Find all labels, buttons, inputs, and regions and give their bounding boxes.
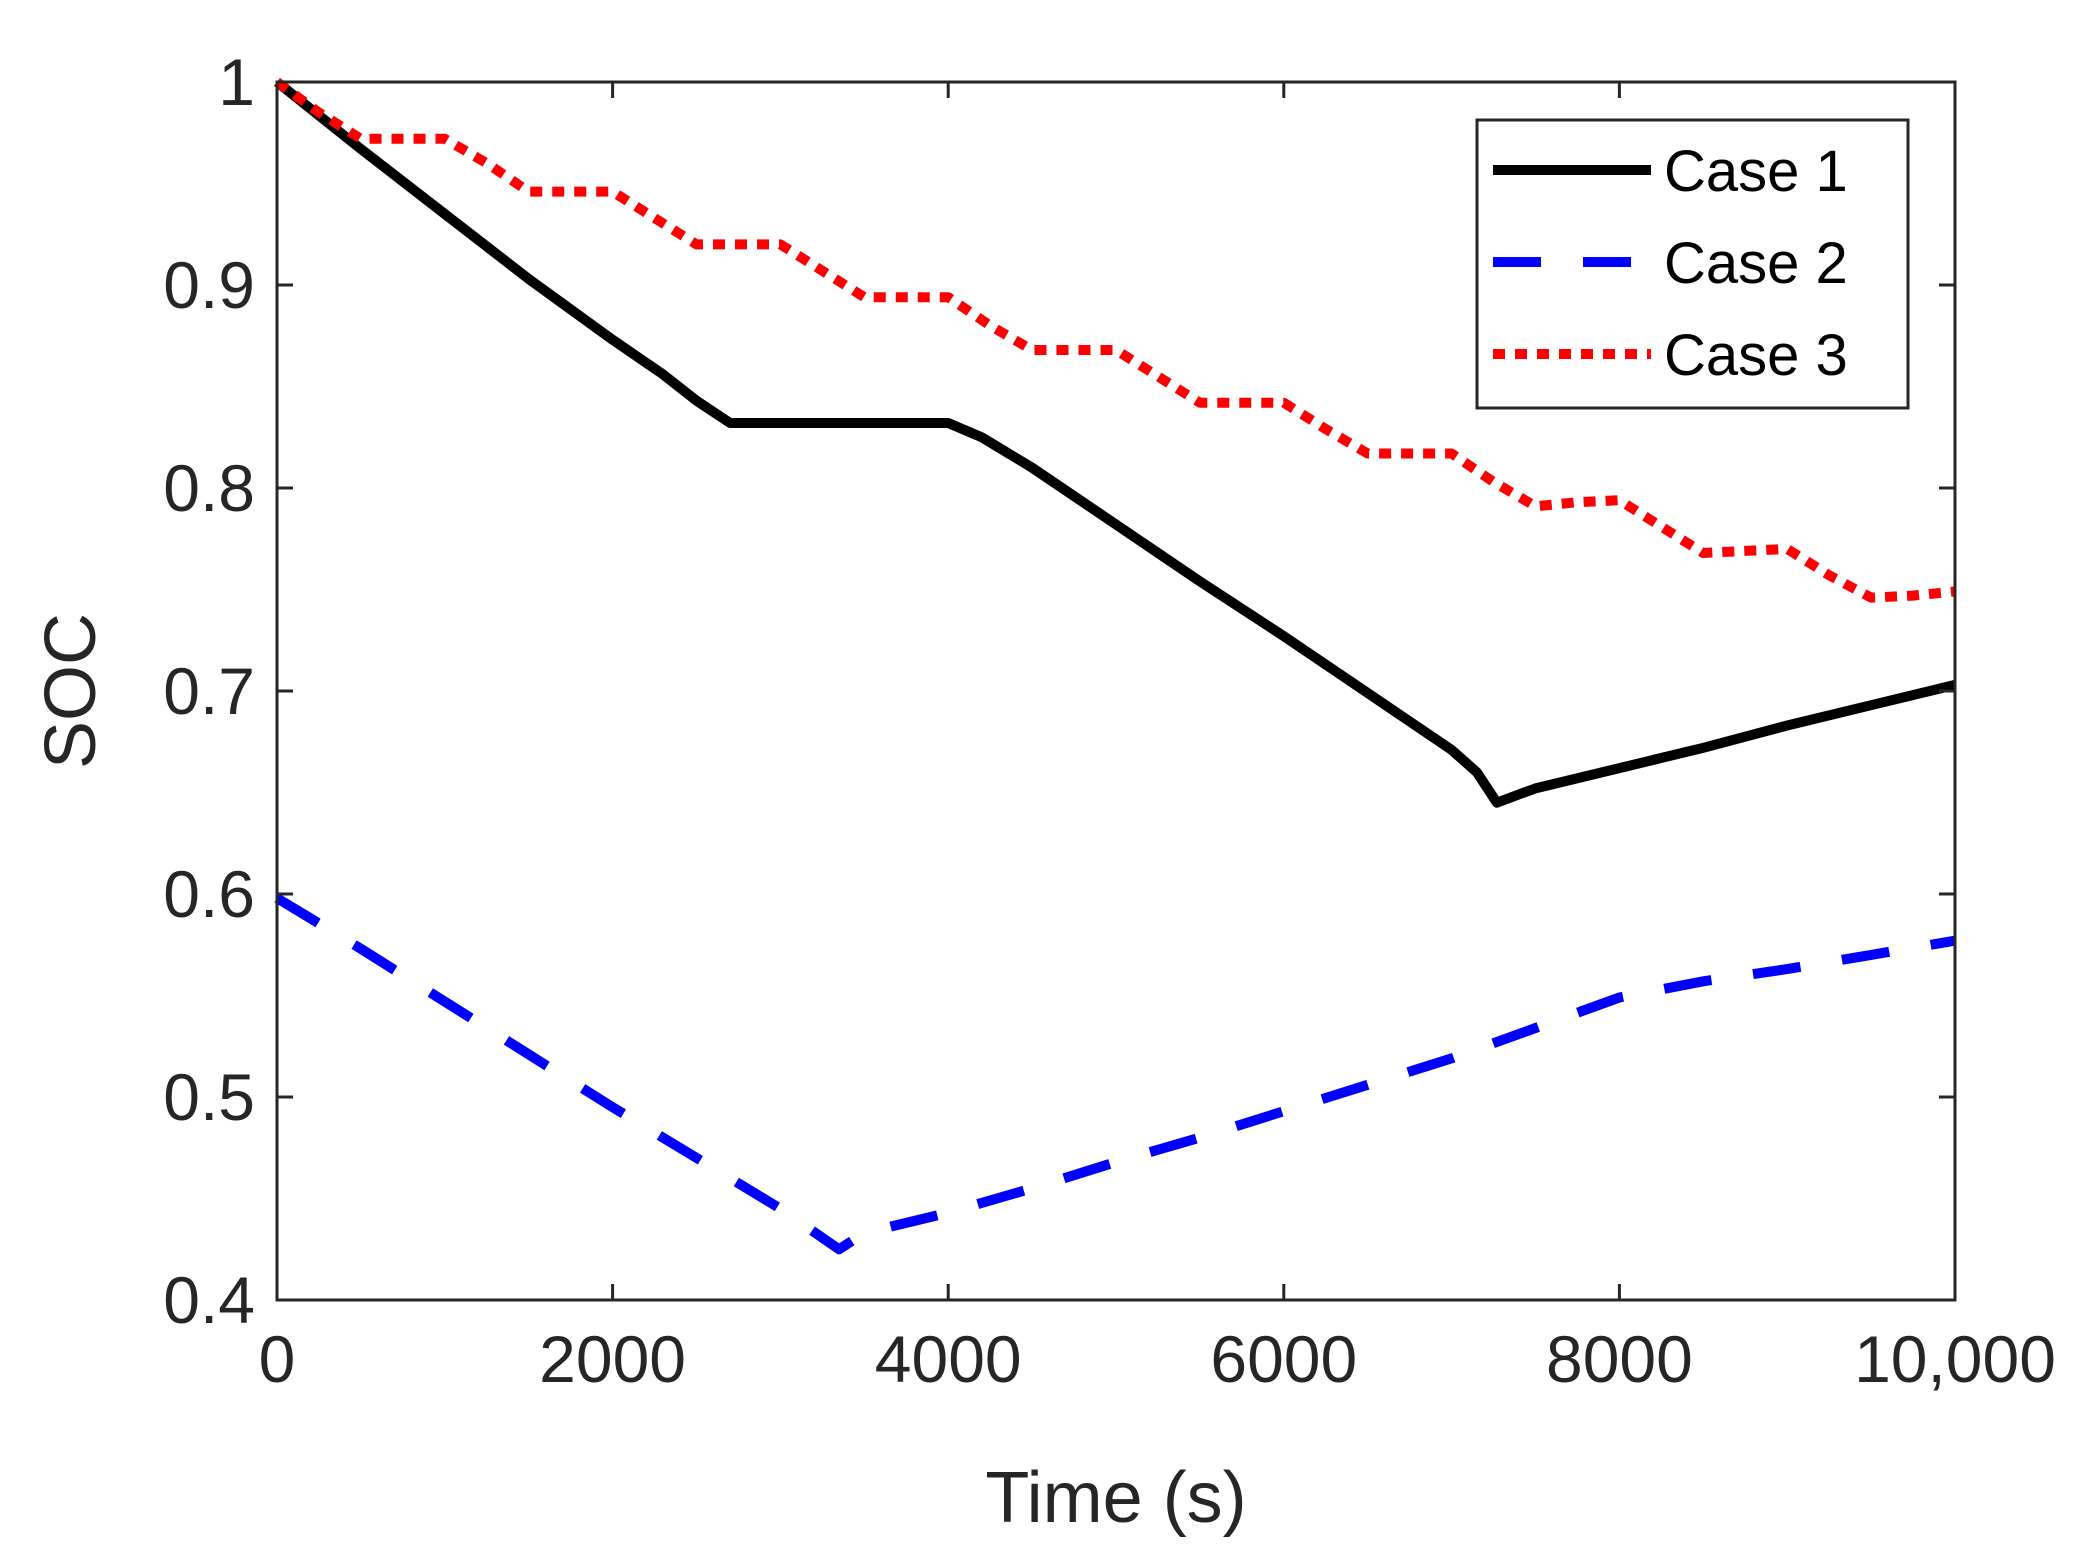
y-tick-label: 0.7 <box>163 654 255 728</box>
series-line-case-2 <box>274 893 1956 1255</box>
series-line-case-3 <box>274 77 1956 603</box>
x-axis-label: Time (s) <box>985 1458 1246 1538</box>
y-tick-label: 0.6 <box>163 857 255 931</box>
x-tick-label: 10,000 <box>1854 1322 2056 1396</box>
y-tick-label: 0.5 <box>163 1060 255 1134</box>
series-layer <box>273 77 1957 1255</box>
y-tick-label: 1 <box>218 45 255 119</box>
x-tick-label: 2000 <box>539 1322 686 1396</box>
x-tick-label: 0 <box>259 1322 296 1396</box>
y-tick-label: 0.9 <box>163 248 255 322</box>
x-tick-label: 4000 <box>875 1322 1022 1396</box>
x-tick-label: 8000 <box>1546 1322 1693 1396</box>
y-axis-label: SOC <box>31 613 111 769</box>
series-line-case-1 <box>273 78 1957 808</box>
legend-label-case-2: Case 2 <box>1664 231 1848 296</box>
y-tick-label: 0.8 <box>163 451 255 525</box>
x-tick-label: 6000 <box>1210 1322 1357 1396</box>
y-tick-label: 0.4 <box>163 1263 255 1337</box>
legend: Case 1 Case 2 Case 3 <box>1475 118 1910 410</box>
legend-label-case-1: Case 1 <box>1664 139 1848 204</box>
tick-layer: 0 2000 4000 6000 8000 10,000 0.4 0.5 0.6 0.7 0.8 0.… <box>163 45 2056 1396</box>
legend-label-case-3: Case 3 <box>1664 323 1848 388</box>
